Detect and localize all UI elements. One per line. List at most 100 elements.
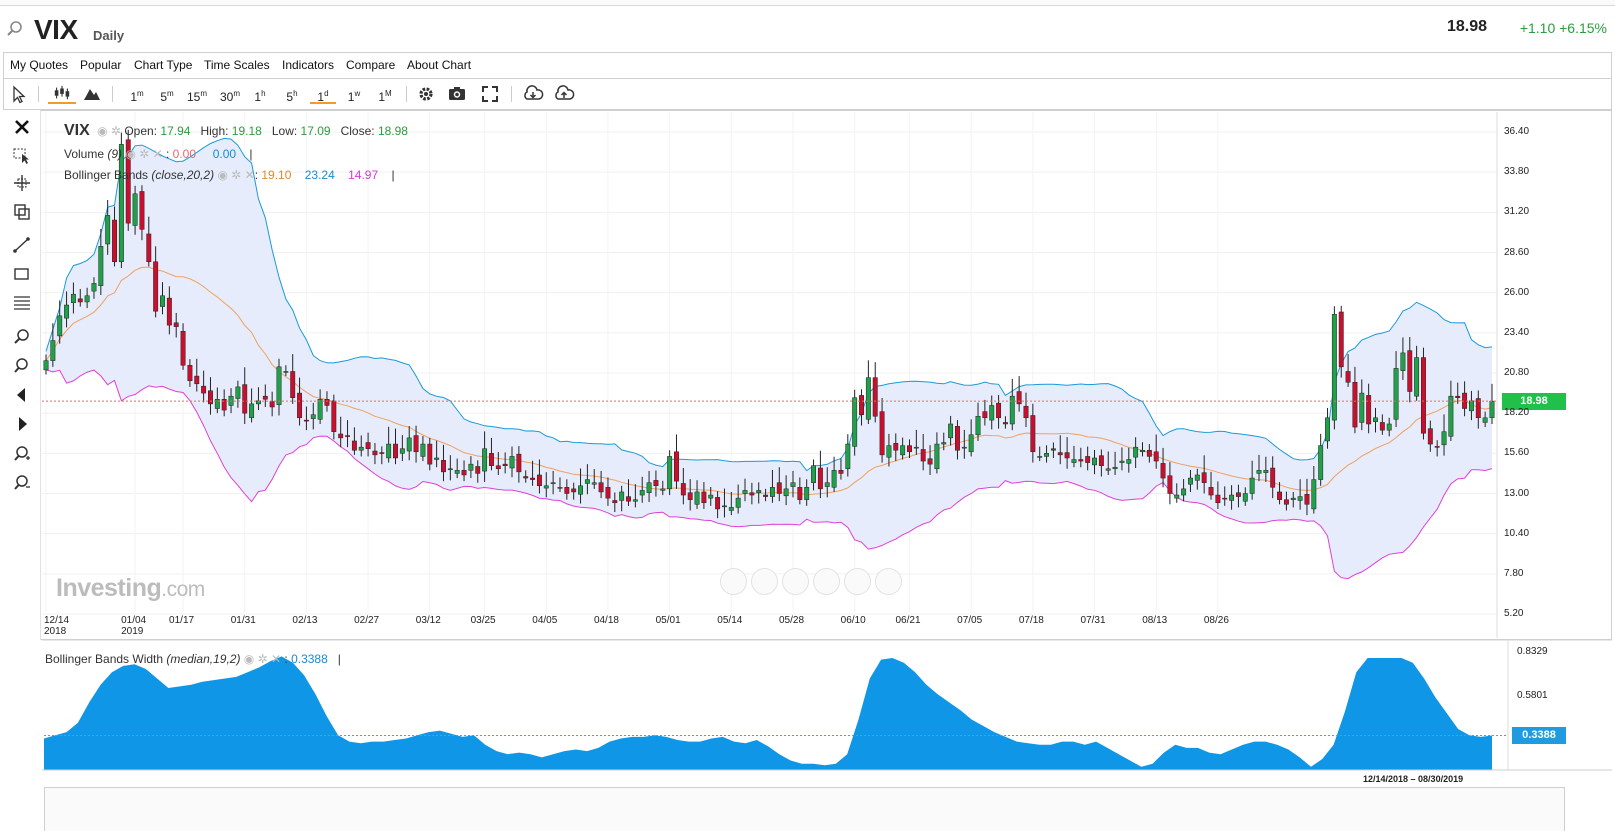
interval-1h[interactable]: 1h xyxy=(254,89,266,104)
watermark-brand: Investing xyxy=(56,574,162,602)
scroll-left-icon[interactable] xyxy=(11,384,33,406)
range-navigator[interactable] xyxy=(44,787,1565,831)
interval-5m[interactable]: 5m xyxy=(160,89,174,104)
eye-icon[interactable]: ◉ ✲ xyxy=(97,124,121,138)
menu-indicators[interactable]: Indicators xyxy=(282,58,335,72)
crosshair-tool-icon[interactable] xyxy=(11,172,33,194)
zoom-in-icon[interactable] xyxy=(11,326,33,348)
symbol-title[interactable]: VIX xyxy=(34,14,78,45)
candle-body xyxy=(153,261,159,312)
candle-body xyxy=(1414,357,1420,397)
candle-body xyxy=(934,443,940,470)
candle-body xyxy=(180,331,186,366)
candle-body xyxy=(811,465,816,483)
candle-body xyxy=(1133,446,1139,458)
search-icon[interactable] xyxy=(6,20,24,38)
rectangle-tool-icon[interactable] xyxy=(11,263,33,285)
nav-zoom-out-button[interactable] xyxy=(782,568,809,595)
nav-reset-button[interactable] xyxy=(813,568,840,595)
fullscreen-icon[interactable] xyxy=(480,84,500,104)
candle-body xyxy=(735,497,741,508)
gear-icon[interactable] xyxy=(416,84,436,104)
candle-body xyxy=(948,423,954,439)
candle-body xyxy=(804,487,810,500)
reset-zoom-icon[interactable] xyxy=(11,472,33,494)
bbw-value: 0.3388 xyxy=(291,652,328,666)
candlestick-type-icon[interactable] xyxy=(48,84,76,104)
cloud-download-icon[interactable] xyxy=(522,84,544,104)
candle-body xyxy=(489,453,494,466)
candle-body xyxy=(358,446,364,451)
fibonacci-tool-icon[interactable] xyxy=(11,292,33,314)
candle-body xyxy=(872,377,878,417)
bbw-settings-icon[interactable]: ◉ ✲ ✕ xyxy=(243,652,282,666)
last-price: 18.98 xyxy=(1446,18,1487,35)
nav-fit-button[interactable] xyxy=(844,568,871,595)
nav-zoom-in-button[interactable] xyxy=(751,568,778,595)
trend-line-icon[interactable] xyxy=(11,234,33,256)
menu-chart-type[interactable]: Chart Type xyxy=(134,58,193,72)
candle-body xyxy=(105,215,111,245)
candle-body xyxy=(1311,479,1317,510)
magnet-icon[interactable] xyxy=(11,443,33,465)
bbw-name: Bollinger Bands Width xyxy=(45,652,164,666)
x-axis-label: 06/21 xyxy=(895,615,921,626)
x-axis-label: 01/17 xyxy=(169,615,195,626)
y-axis-label: 23.40 xyxy=(1504,326,1530,338)
candle-body xyxy=(571,488,577,493)
interval-1d[interactable]: 1d xyxy=(310,84,336,104)
menu-time-scales[interactable]: Time Scales xyxy=(204,58,270,72)
candle-body xyxy=(132,193,138,226)
interval-1m[interactable]: 1m xyxy=(130,89,144,104)
candle-body xyxy=(1434,446,1440,448)
candle-body xyxy=(43,360,49,371)
low-label: Low: xyxy=(271,124,298,138)
candle-body xyxy=(57,315,63,337)
interval-1w[interactable]: 1w xyxy=(347,89,361,104)
y-axis-label: 13.00 xyxy=(1504,487,1530,499)
candle-body xyxy=(1160,463,1166,479)
candle-body xyxy=(1050,448,1056,451)
candle-body xyxy=(1126,459,1132,464)
clone-tool-icon[interactable] xyxy=(11,201,33,223)
candle-body xyxy=(118,144,124,263)
candle-body xyxy=(968,434,974,453)
volume-settings-icon[interactable]: ◉ ✲ ✕ xyxy=(125,147,163,161)
interval-15m[interactable]: 15m xyxy=(186,89,208,104)
candle-body xyxy=(831,470,837,488)
menu-popular[interactable]: Popular xyxy=(80,58,122,72)
candle-body xyxy=(461,470,467,476)
menu-my-quotes[interactable]: My Quotes xyxy=(10,58,69,72)
bollinger-band-fill xyxy=(46,138,1492,579)
candle-body xyxy=(900,445,906,456)
menu-compare[interactable]: Compare xyxy=(346,58,396,72)
ohlc-legend: VIX ◉ ✲ Open: 17.94 High: 19.18 Low: 17.… xyxy=(64,122,408,140)
candle-body xyxy=(674,451,679,482)
cursor-icon[interactable] xyxy=(12,84,26,104)
nav-scroll-right-button[interactable] xyxy=(875,568,902,595)
open-label: Open: xyxy=(124,124,158,138)
candle-body xyxy=(687,492,693,500)
mountain-type-icon[interactable] xyxy=(82,84,102,104)
close-icon[interactable] xyxy=(11,116,33,138)
bbw-panel-legend: Bollinger Bands Width (median,19,2) ◉ ✲ … xyxy=(45,652,341,666)
interval-1M[interactable]: 1M xyxy=(378,89,392,104)
camera-icon[interactable] xyxy=(447,84,467,104)
candle-body xyxy=(434,457,440,460)
candle-body xyxy=(865,377,871,420)
interval-5h[interactable]: 5h xyxy=(286,89,298,104)
interval-30m[interactable]: 30m xyxy=(219,89,241,104)
candle-body xyxy=(1448,395,1454,437)
cloud-upload-icon[interactable] xyxy=(553,84,575,104)
scroll-right-icon[interactable] xyxy=(11,413,33,435)
candle-body xyxy=(112,219,117,263)
close-label: Close: xyxy=(340,124,375,138)
candle-body xyxy=(1140,449,1145,453)
select-tool-icon[interactable] xyxy=(11,144,33,166)
zoom-out-icon[interactable] xyxy=(11,355,33,377)
menu-about-chart[interactable]: About Chart xyxy=(407,58,472,72)
bb-settings-icon[interactable]: ◉ ✲ ✕ xyxy=(217,168,255,182)
candle-body xyxy=(441,460,446,473)
nav-scroll-left-button[interactable] xyxy=(720,568,747,595)
